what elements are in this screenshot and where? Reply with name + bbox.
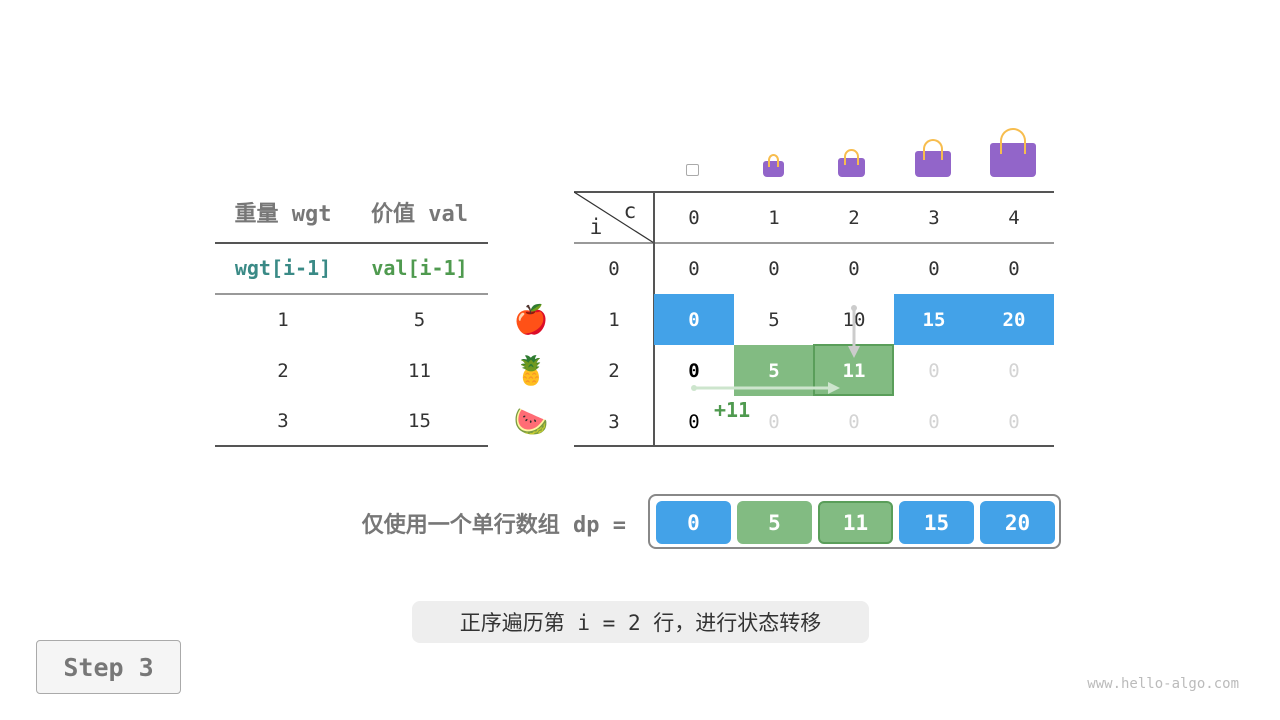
divider (215, 293, 488, 295)
array-cell: 5 (737, 501, 812, 544)
header-value: 价值 val (371, 202, 468, 227)
dp-cell: 0 (1008, 359, 1020, 382)
dp-cell: 0 (1008, 257, 1020, 280)
highlight (654, 294, 734, 345)
dp-cell: 0 (928, 410, 940, 433)
pineapple-icon: 🍍 (513, 354, 549, 387)
dp-cell: 0 (1008, 410, 1020, 433)
column-header: 0 (688, 206, 700, 229)
highlight (894, 294, 1054, 345)
column-header: 4 (1008, 206, 1020, 229)
dp-cell: 5 (768, 308, 780, 331)
divider (215, 445, 488, 447)
dp-cell: 0 (688, 257, 700, 280)
value-cell: 11 (408, 359, 431, 382)
dp-cell: 0 (848, 257, 860, 280)
divider (653, 192, 655, 446)
bag-icon (838, 149, 865, 177)
header-weight: 重量 wgt (234, 202, 332, 227)
corner-diagonal (574, 192, 654, 243)
array-cell-current: 11 (818, 501, 893, 544)
column-header: 1 (768, 206, 780, 229)
watermelon-icon: 🍉 (513, 404, 549, 438)
weight-cell: 3 (277, 410, 289, 432)
corner-c: c (623, 199, 637, 223)
divider (574, 242, 1054, 244)
plus-annotation: +11 (714, 398, 751, 422)
array-cell: 15 (899, 501, 974, 544)
dp-cell: 0 (848, 410, 860, 433)
divider (574, 445, 1054, 447)
array-label: 仅使用一个单行数组 dp = (361, 513, 626, 538)
row-header: 3 (608, 410, 620, 433)
bag-icon (915, 139, 951, 177)
empty-bag-icon (686, 164, 699, 176)
divider (215, 242, 488, 244)
row-header: 2 (608, 359, 620, 382)
array-cell: 0 (656, 501, 731, 544)
column-header: 3 (928, 206, 940, 229)
caption: 正序遍历第 i = 2 行，进行状态转移 (412, 601, 869, 643)
dp-cell: 0 (688, 410, 700, 433)
row-header: 1 (608, 308, 620, 331)
dp-cell: 0 (688, 308, 700, 331)
value-cell: 15 (408, 410, 431, 432)
dp-cell: 0 (768, 410, 780, 433)
array-cell: 20 (980, 501, 1055, 544)
dp-array (648, 494, 1061, 549)
divider (574, 191, 1054, 193)
dp-cell: 0 (768, 257, 780, 280)
bag-icon (763, 153, 784, 177)
column-header: 2 (848, 206, 860, 229)
dp-cell: 0 (928, 257, 940, 280)
dp-cell: 0 (928, 359, 940, 382)
dp-cell: 0 (688, 359, 700, 382)
bag-icon (990, 127, 1036, 177)
dp-cell: 15 (922, 308, 946, 331)
dp-cell: 5 (768, 359, 780, 382)
corner-i: i (589, 215, 603, 239)
watermark: www.hello-algo.com (1087, 676, 1239, 692)
row-header: 0 (608, 257, 620, 280)
step-button[interactable]: Step 3 (36, 640, 181, 694)
apple-icon: 🍎 (513, 303, 549, 336)
dp-cell: 20 (1002, 308, 1026, 331)
value-cell: 5 (413, 308, 426, 331)
subheader-value: val[i-1] (371, 256, 468, 280)
subheader-weight: wgt[i-1] (234, 256, 332, 280)
weight-cell: 1 (277, 308, 289, 331)
dp-cell: 11 (842, 359, 866, 382)
weight-cell: 2 (277, 359, 289, 382)
transition-arrows (691, 305, 860, 394)
